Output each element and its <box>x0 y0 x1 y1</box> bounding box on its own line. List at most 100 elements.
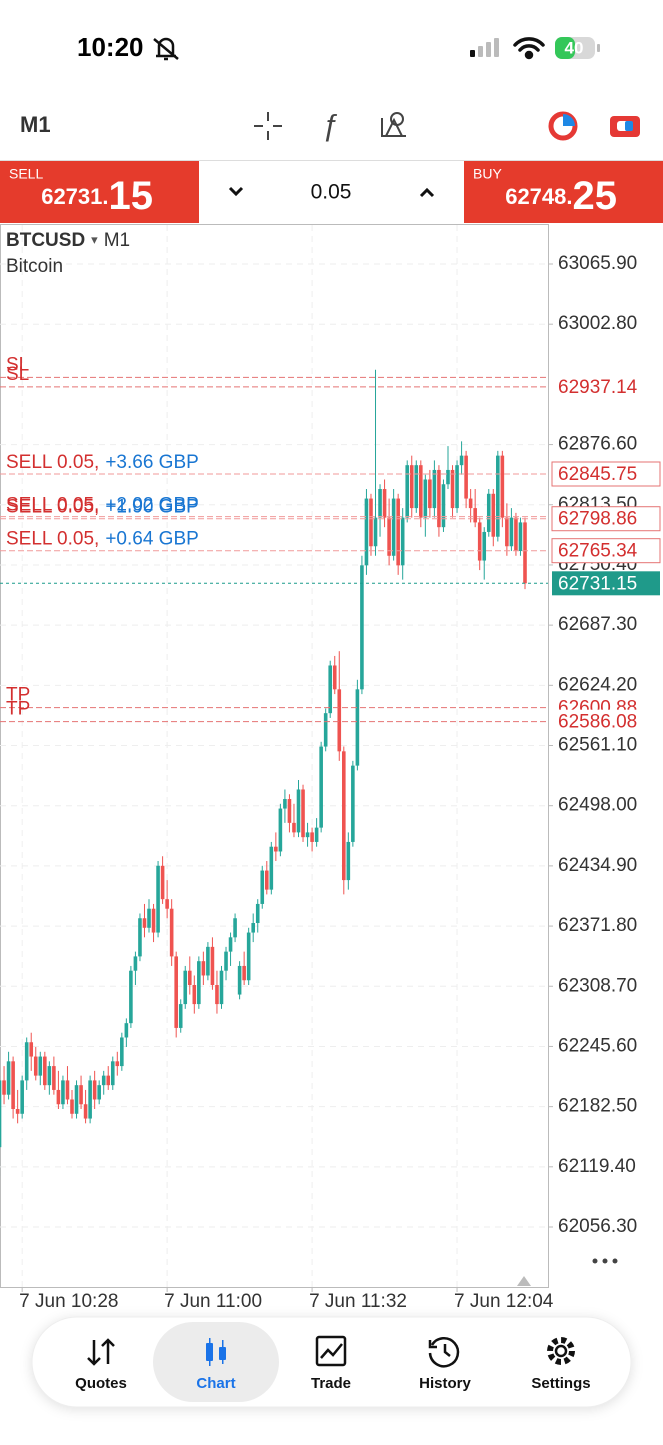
sell-button[interactable] <box>0 161 199 223</box>
candle-body <box>351 765 355 842</box>
scroll-end-marker[interactable] <box>517 1276 531 1286</box>
tab-quotes[interactable]: Quotes <box>75 1375 127 1392</box>
x-tick-label: 7 Jun 11:32 <box>309 1291 407 1312</box>
candle-body <box>115 1061 120 1067</box>
candle-body <box>15 1109 20 1114</box>
candle-body <box>269 846 274 890</box>
crosshair-button[interactable] <box>254 112 282 140</box>
candle-body <box>138 918 142 957</box>
candle-body <box>237 965 242 995</box>
tab-history[interactable]: History <box>419 1375 471 1392</box>
candle-body <box>29 1042 34 1057</box>
candle-body <box>242 965 246 981</box>
candle-body <box>165 899 169 909</box>
candle-body <box>432 469 437 509</box>
candle-body <box>450 469 455 509</box>
price-tag-label: 62937.14 <box>558 377 638 398</box>
objects-button[interactable] <box>381 112 406 137</box>
chart-header: BTCUSD ▾ M1 <box>6 230 130 251</box>
candle-body <box>20 1080 24 1114</box>
buy-button[interactable] <box>464 161 663 223</box>
symbol: BTCUSD <box>6 230 85 251</box>
y-tick-label: 63065.90 <box>558 253 637 274</box>
candle-body <box>509 517 514 547</box>
candle-body <box>197 961 201 1005</box>
price-tag-label: 62798.86 <box>558 509 637 530</box>
candle-body <box>47 1066 52 1086</box>
volume-down[interactable] <box>228 186 244 197</box>
tab-trade[interactable]: Trade <box>311 1375 351 1392</box>
price-tag <box>552 571 660 596</box>
candle-body <box>523 522 527 584</box>
position-label: SELL 0.05, +2.02 GBP <box>6 495 199 516</box>
y-tick-label: 62245.60 <box>558 1035 637 1056</box>
price-tag-label: 62731.15 <box>558 573 637 594</box>
position-profit: +0.64 GBP <box>105 529 198 550</box>
candle-body <box>120 1037 124 1067</box>
price-tag-label: 62765.34 <box>558 541 638 562</box>
candle-body <box>192 985 197 1005</box>
volume-up[interactable] <box>419 187 435 198</box>
tab-bar <box>31 1316 632 1408</box>
candle-body <box>43 1056 47 1086</box>
buy-price: 62748.25 <box>505 174 617 218</box>
candle-body <box>455 465 459 509</box>
candle-body <box>70 1099 74 1114</box>
battery-icon: 40 <box>555 37 600 59</box>
candle-body <box>296 789 301 833</box>
candle-body <box>215 985 219 1005</box>
price-tag <box>551 461 661 487</box>
dropdown-arrow: ▾ <box>91 232 98 247</box>
price-tag <box>551 506 661 532</box>
candle-body <box>518 522 523 552</box>
candle-body <box>423 479 428 518</box>
candle-body <box>342 751 346 881</box>
candle-body <box>337 689 342 752</box>
y-tick-label: 62876.60 <box>558 434 637 455</box>
sell-price-big: 15 <box>109 174 154 218</box>
trade-button[interactable] <box>610 116 640 137</box>
candle-body <box>56 1089 61 1105</box>
candle-body <box>428 479 432 509</box>
tab-settings[interactable]: Settings <box>531 1375 590 1392</box>
position-label: SELL 0.05, +3.66 GBP <box>6 452 199 473</box>
candle-body <box>405 465 410 518</box>
candle-body <box>437 469 441 528</box>
account-button[interactable] <box>548 111 578 141</box>
candle-body <box>106 1075 111 1086</box>
sell-price-main: 62731. <box>41 184 108 209</box>
candle-body <box>83 1104 88 1119</box>
y-tick-label: 62056.30 <box>558 1216 637 1237</box>
candle-body <box>310 832 314 842</box>
candle-body <box>482 531 487 561</box>
candle-body <box>255 903 260 924</box>
candle-body <box>323 713 328 747</box>
candle-body <box>319 746 323 828</box>
indicators-button[interactable]: ƒ <box>322 109 339 142</box>
candle-body <box>505 517 509 547</box>
x-tick-label: 7 Jun 11:00 <box>164 1291 262 1312</box>
candle-body <box>346 841 351 881</box>
more-button[interactable] <box>592 1258 618 1264</box>
chart: 63065.9063002.8062876.6062813.5062750.40… <box>0 225 661 1312</box>
candle-body <box>332 665 337 690</box>
candle-body <box>142 918 147 928</box>
y-tick-label: 62624.20 <box>558 674 637 695</box>
candle-body <box>446 469 450 485</box>
battery-level: 40 <box>565 38 584 57</box>
y-tick-label: 62561.10 <box>558 735 637 756</box>
timeframe-button[interactable]: M1 <box>20 112 51 137</box>
price-tag-label: 62845.75 <box>558 464 637 485</box>
candle-body <box>464 455 468 499</box>
take-profit-label: TP <box>6 699 30 720</box>
volume[interactable]: 0.05 <box>311 181 352 204</box>
tab-chart[interactable]: Chart <box>196 1375 235 1392</box>
candle-body <box>0 1080 2 1148</box>
candle-body <box>387 517 391 556</box>
y-tick-label: 62434.90 <box>558 855 637 876</box>
candle-body <box>264 870 269 890</box>
candle-body <box>206 946 210 976</box>
position-side: SELL 0.05, <box>6 452 99 473</box>
candle-body <box>496 455 500 537</box>
stop-loss-label: SL <box>6 364 29 385</box>
